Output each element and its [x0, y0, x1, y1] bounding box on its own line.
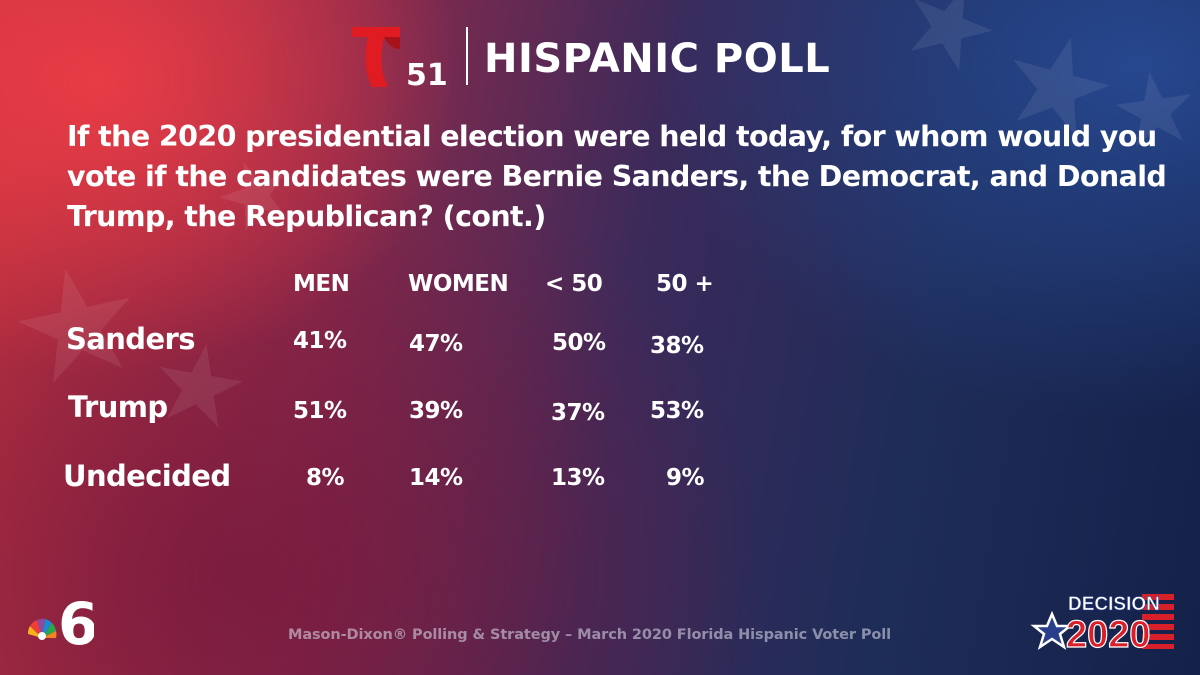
- table-cell: 51%: [293, 398, 347, 424]
- peacock-icon: [27, 618, 57, 640]
- column-header-under-50: < 50: [545, 271, 603, 297]
- table-cell: 8%: [306, 465, 345, 491]
- station-number: 6: [58, 592, 94, 648]
- table-cell: 53%: [650, 398, 704, 424]
- decision-word: DECISION: [1068, 594, 1160, 615]
- table-cell: 13%: [551, 465, 605, 491]
- column-header-women: WOMEN: [408, 271, 509, 297]
- table-cell: 39%: [409, 398, 463, 424]
- decision-year: 2020: [1066, 614, 1151, 650]
- background-star-icon: ★: [879, 0, 1020, 103]
- nbc-6-logo: 6: [27, 592, 94, 648]
- table-cell: 37%: [551, 400, 605, 426]
- table-cell: 38%: [650, 333, 704, 359]
- row-label-trump: Trump: [68, 390, 168, 424]
- table-cell: 41%: [293, 328, 347, 354]
- table-cell: 47%: [409, 331, 463, 357]
- table-cell: 14%: [409, 465, 463, 491]
- star-icon: [1030, 610, 1074, 650]
- page-title: HISPANIC POLL: [484, 36, 831, 82]
- header-divider: [466, 27, 468, 85]
- telemundo-51-logo: 51: [352, 27, 448, 89]
- channel-number: 51: [406, 58, 448, 89]
- column-header-men: MEN: [293, 271, 350, 297]
- decision-2020-logo: DECISION 2020: [1030, 594, 1174, 650]
- source-credit: Mason-Dixon® Polling & Strategy – March …: [288, 627, 891, 643]
- row-label-sanders: Sanders: [66, 322, 196, 356]
- row-label-undecided: Undecided: [63, 459, 231, 493]
- poll-question: If the 2020 presidential election were h…: [67, 120, 1167, 233]
- table-cell: 50%: [552, 330, 606, 356]
- table-cell: 9%: [666, 465, 705, 491]
- column-header-50-plus: 50 +: [656, 271, 714, 297]
- flag-stripes: [1142, 594, 1174, 649]
